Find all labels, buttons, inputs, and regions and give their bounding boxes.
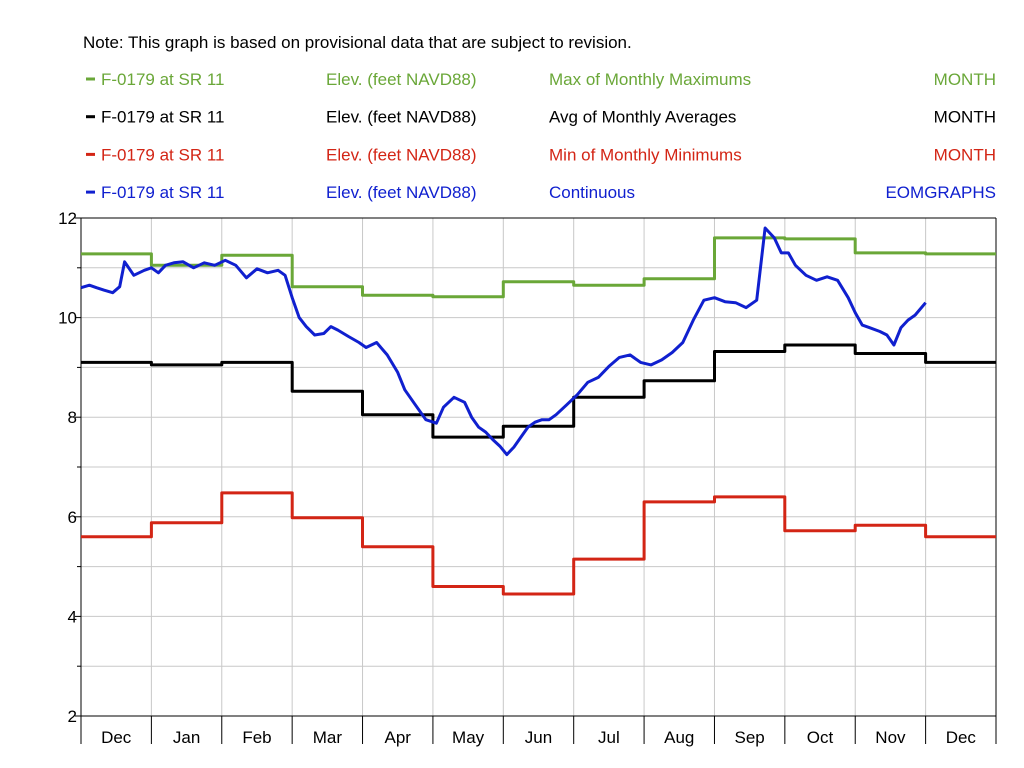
y-tick-label: 4 <box>68 607 77 626</box>
legend-site-2: F-0179 at SR 11 <box>101 145 224 164</box>
legend-param-0: Elev. (feet NAVD88) <box>326 70 477 89</box>
legend-stat-3: Continuous <box>549 183 635 202</box>
x-tick-label: Dec <box>946 728 977 747</box>
x-tick-label: Dec <box>101 728 132 747</box>
x-tick-label: Sep <box>735 728 765 747</box>
y-tick-label: 2 <box>68 707 77 726</box>
legend-site-0: F-0179 at SR 11 <box>101 70 224 89</box>
x-tick-label: Oct <box>807 728 834 747</box>
provisional-note: Note: This graph is based on provisional… <box>83 33 632 52</box>
legend-param-2: Elev. (feet NAVD88) <box>326 145 477 164</box>
x-tick-label: Apr <box>384 728 411 747</box>
legend-period-3: EOMGRAPHS <box>885 183 996 202</box>
series-max-of-monthly-maximums <box>81 236 996 299</box>
legend-stat-1: Avg of Monthly Averages <box>549 108 736 127</box>
x-tick-label: Feb <box>242 728 271 747</box>
legend-stat-0: Max of Monthly Maximums <box>549 70 751 89</box>
legend-stat-2: Min of Monthly Minimums <box>549 145 742 164</box>
x-tick-label: Aug <box>664 728 694 747</box>
axes: 2 4 6 8 10 12 Dec Jan Feb Mar Apr May Jun Jul Aug Sep Oc… <box>58 209 997 747</box>
y-tick-label: 10 <box>58 309 77 328</box>
y-tick-label: 8 <box>68 408 77 427</box>
legend-period-1: MONTH <box>934 108 996 127</box>
series-continuous <box>80 226 927 457</box>
legend-param-3: Elev. (feet NAVD88) <box>326 183 477 202</box>
grid <box>81 218 996 716</box>
x-tick-label: May <box>452 728 485 747</box>
legend-period-0: MONTH <box>934 70 996 89</box>
x-tick-label: Jun <box>525 728 552 747</box>
legend-period-2: MONTH <box>934 145 996 164</box>
x-tick-label: Jul <box>598 728 620 747</box>
legend-site-1: F-0179 at SR 11 <box>101 108 224 127</box>
legend-param-1: Elev. (feet NAVD88) <box>326 108 477 127</box>
legend-site-3: F-0179 at SR 11 <box>101 183 224 202</box>
x-tick-label: Mar <box>313 728 343 747</box>
series <box>80 226 996 596</box>
series-avg-of-monthly-averages <box>81 343 996 439</box>
y-tick-label: 12 <box>58 209 77 228</box>
legend: F-0179 at SR 11 Elev. (feet NAVD88) Max of… <box>86 70 996 202</box>
x-tick-label: Nov <box>875 728 906 747</box>
y-tick-label: 6 <box>68 508 77 527</box>
series-min-of-monthly-minimums <box>81 491 996 596</box>
x-tick-label: Jan <box>173 728 200 747</box>
